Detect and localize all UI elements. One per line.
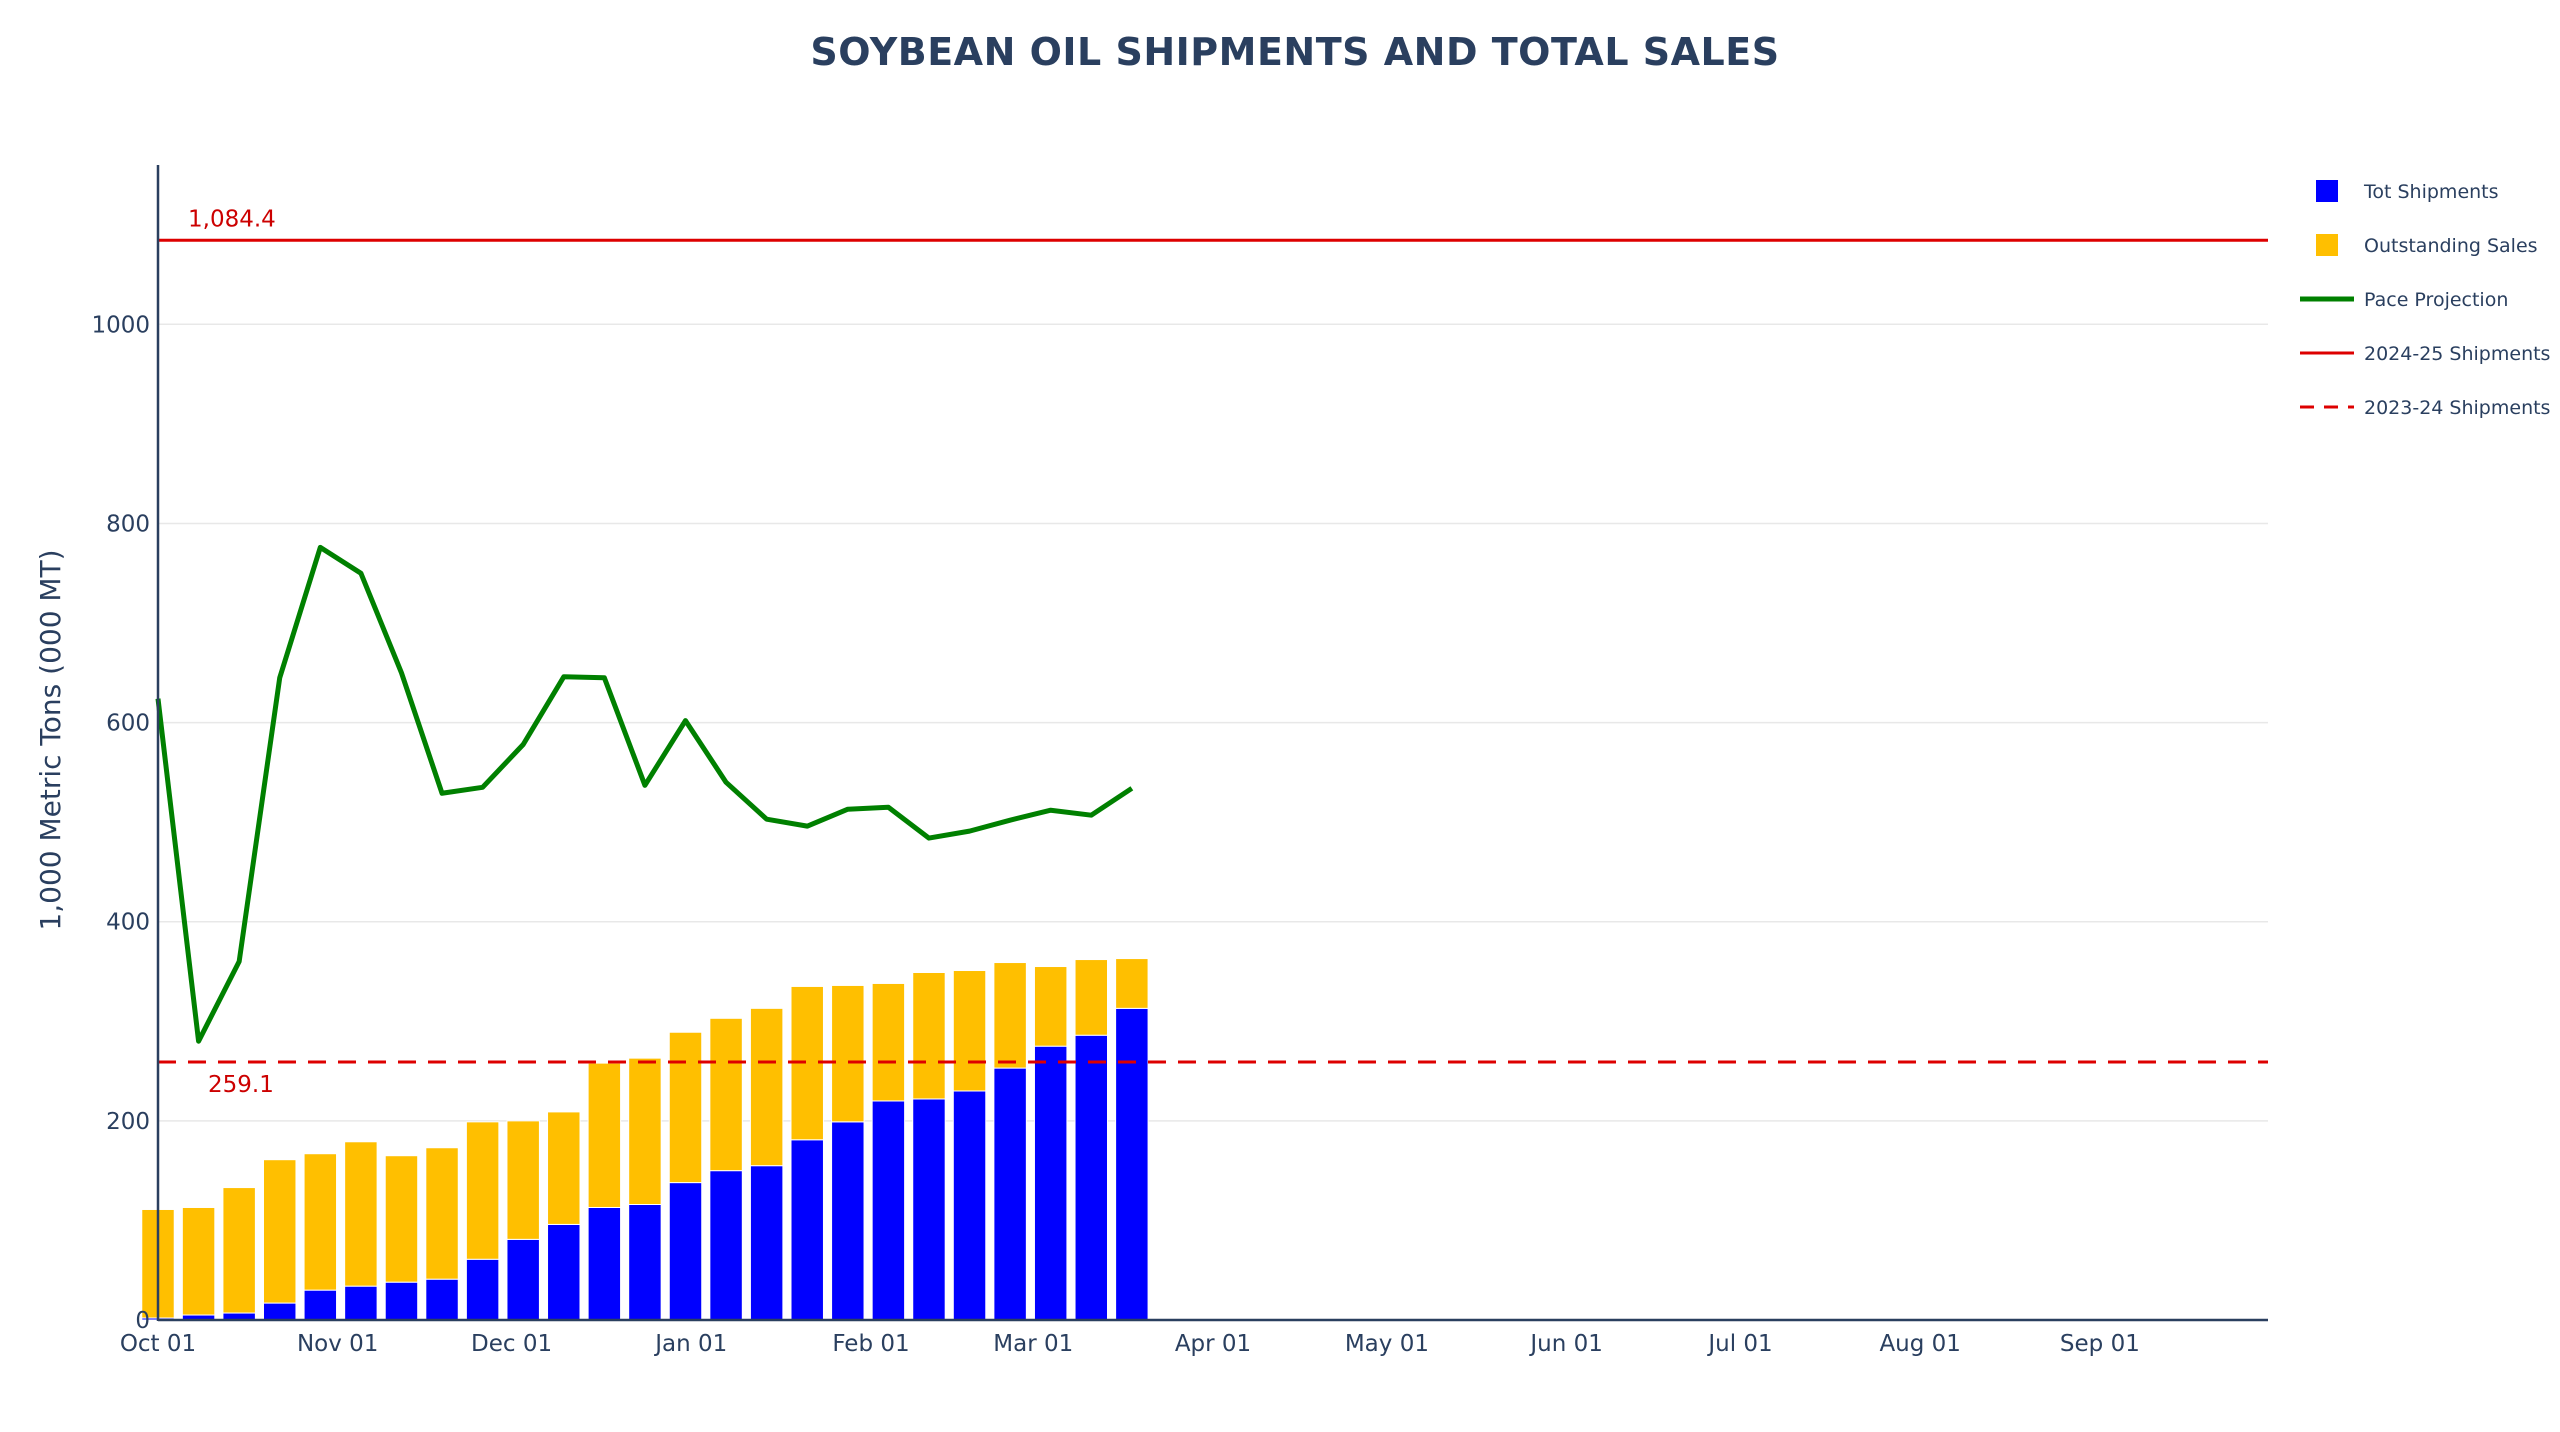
tot-shipments-bar bbox=[587, 1206, 622, 1321]
pace-projection-line bbox=[155, 544, 1134, 1044]
tot-shipments-bar bbox=[303, 1289, 338, 1321]
reference-line-label: 1,084.4 bbox=[188, 206, 276, 232]
outstanding-sales-bar bbox=[1115, 958, 1149, 1009]
y-tick-label: 1000 bbox=[91, 312, 150, 338]
outstanding-sales-bar bbox=[993, 962, 1027, 1069]
legend-swatch bbox=[2316, 234, 2338, 256]
x-tick-label: Jun 01 bbox=[1528, 1331, 1603, 1357]
legend[interactable]: Tot Shipments Outstanding Sales Pace Proje… bbox=[2300, 180, 2550, 419]
outstanding-sales-bar bbox=[263, 1159, 297, 1304]
legend-item[interactable]: Outstanding Sales bbox=[2316, 234, 2538, 257]
tot-shipments-bar bbox=[547, 1223, 581, 1321]
outstanding-sales-bar bbox=[871, 982, 906, 1102]
outstanding-sales-bar bbox=[222, 1187, 256, 1314]
line-layer bbox=[155, 544, 1134, 1044]
tot-shipments-bar bbox=[952, 1090, 987, 1321]
legend-item[interactable]: 2024-25 Shipments bbox=[2300, 343, 2550, 365]
x-tick-label: Oct 01 bbox=[120, 1331, 196, 1357]
x-tick-label: Jan 01 bbox=[653, 1331, 727, 1357]
x-tick-label: Dec 01 bbox=[471, 1331, 552, 1357]
legend-item[interactable]: Tot Shipments bbox=[2316, 180, 2499, 203]
y-tick-label: 800 bbox=[106, 511, 150, 537]
axes-layer: 0 200 400 600 800 1000 Oct 01 Nov 01 Dec 01 Jan 0… bbox=[91, 165, 2268, 1357]
reference-lines-layer: 1,084.4 259.1 bbox=[158, 206, 2268, 1098]
tot-shipments-bar bbox=[790, 1139, 824, 1321]
outstanding-sales-bar bbox=[425, 1147, 459, 1280]
tot-shipments-bar bbox=[668, 1182, 703, 1321]
x-tick-label: May 01 bbox=[1345, 1331, 1429, 1357]
outstanding-sales-bar bbox=[547, 1111, 581, 1225]
tot-shipments-bar bbox=[912, 1098, 946, 1321]
legend-label: Outstanding Sales bbox=[2364, 235, 2538, 257]
tot-shipments-bar bbox=[628, 1204, 662, 1321]
outstanding-sales-bar bbox=[1074, 959, 1108, 1036]
x-tick-label: Jul 01 bbox=[1706, 1331, 1772, 1357]
y-tick-label: 600 bbox=[106, 711, 150, 737]
tot-shipments-bar bbox=[1074, 1034, 1108, 1321]
outstanding-sales-bar bbox=[1033, 966, 1068, 1047]
tot-shipments-bar bbox=[871, 1100, 906, 1321]
outstanding-sales-bar bbox=[709, 1017, 743, 1172]
x-tick-label: Nov 01 bbox=[297, 1331, 378, 1357]
outstanding-sales-bar bbox=[952, 970, 987, 1092]
legend-item[interactable]: Pace Projection bbox=[2300, 289, 2508, 311]
outstanding-sales-bar bbox=[384, 1155, 419, 1283]
y-tick-label: 400 bbox=[106, 910, 150, 936]
outstanding-sales-bar bbox=[912, 972, 946, 1100]
tot-shipments-bar bbox=[749, 1165, 784, 1321]
grid-layer bbox=[158, 323, 2268, 1122]
tot-shipments-bar bbox=[263, 1302, 297, 1321]
outstanding-sales-bar bbox=[506, 1120, 540, 1240]
legend-item[interactable]: 2023-24 Shipments bbox=[2300, 397, 2550, 419]
outstanding-sales-bar bbox=[587, 1062, 622, 1208]
tot-shipments-bar bbox=[344, 1285, 378, 1321]
tot-shipments-bar bbox=[384, 1281, 419, 1321]
x-tick-label: Feb 01 bbox=[832, 1331, 909, 1357]
chart-title: SOYBEAN OIL SHIPMENTS AND TOTAL SALES bbox=[810, 30, 1780, 74]
legend-label: Pace Projection bbox=[2364, 289, 2508, 311]
outstanding-sales-bar bbox=[749, 1007, 784, 1167]
legend-label: 2023-24 Shipments bbox=[2364, 397, 2550, 419]
x-tick-label: Apr 01 bbox=[1175, 1331, 1251, 1357]
outstanding-sales-bar bbox=[465, 1121, 500, 1260]
tot-shipments-bar bbox=[506, 1238, 540, 1321]
outstanding-sales-bar bbox=[181, 1206, 216, 1316]
y-axis-label: 1,000 Metric Tons (000 MT) bbox=[34, 549, 67, 930]
legend-swatch bbox=[2316, 180, 2338, 202]
tot-shipments-bar bbox=[1033, 1045, 1068, 1321]
outstanding-sales-bar bbox=[831, 984, 865, 1123]
x-tick-label: Mar 01 bbox=[993, 1331, 1073, 1357]
tot-shipments-bar bbox=[465, 1258, 500, 1321]
outstanding-sales-bar bbox=[303, 1153, 338, 1291]
y-tick-label: 200 bbox=[106, 1109, 150, 1135]
legend-label: Tot Shipments bbox=[2363, 181, 2499, 203]
tot-shipments-bar bbox=[1115, 1007, 1149, 1321]
outstanding-sales-bar bbox=[628, 1057, 662, 1206]
tot-shipments-bar bbox=[709, 1170, 743, 1321]
outstanding-sales-bar bbox=[668, 1031, 703, 1184]
reference-line-label: 259.1 bbox=[208, 1072, 274, 1098]
tot-shipments-bar bbox=[831, 1121, 865, 1321]
tot-shipments-bar bbox=[993, 1067, 1027, 1321]
y-tick-label: 0 bbox=[135, 1308, 150, 1334]
x-tick-label: Sep 01 bbox=[2060, 1331, 2140, 1357]
tot-shipments-bar bbox=[425, 1278, 459, 1321]
legend-label: 2024-25 Shipments bbox=[2364, 343, 2550, 365]
bars-layer bbox=[141, 958, 1149, 1321]
x-tick-label: Aug 01 bbox=[1879, 1331, 1961, 1357]
outstanding-sales-bar bbox=[344, 1141, 378, 1287]
